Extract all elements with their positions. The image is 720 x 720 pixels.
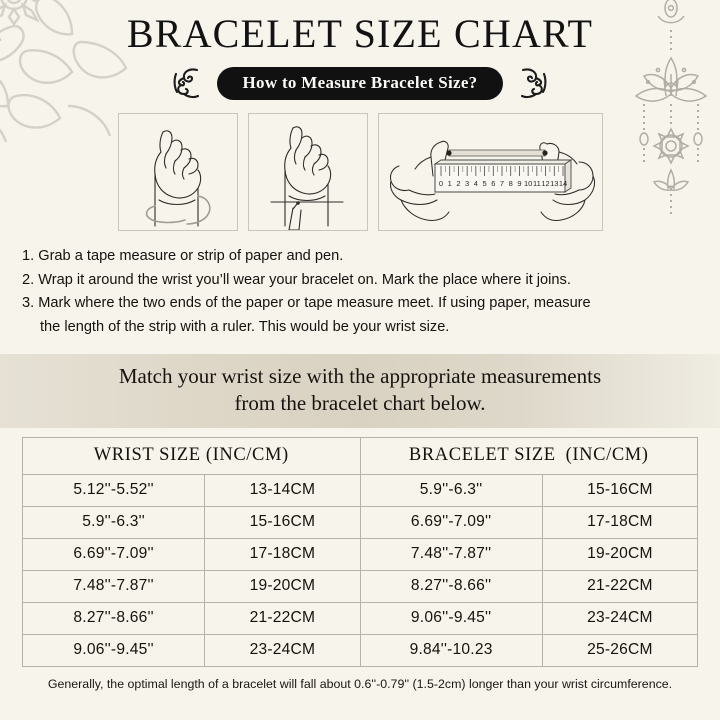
header-bracelet-size-label: BRACELET SIZE [408,445,556,466]
cell-wrist-cm: 23-24CM [204,634,361,668]
ruler-tick-label: 5 [482,179,486,188]
ruler-tick-label: 10 [524,179,532,188]
header-wrist-size: WRIST SIZE (INC/CM) [22,437,361,476]
table-row: 7.48''-7.87'' 19-20CM 8.27''-8.66'' 21-22CM [21,570,699,604]
ruler-tick-label: 11 [533,179,541,188]
ruler-tick-label: 4 [474,179,478,188]
header-bracelet-size-unit: (INC/CM) [565,445,649,466]
ruler-tick-label: 8 [509,179,513,188]
instruction-step-2: 2. Wrap it around the wrist you’ll wear … [22,271,571,288]
table-row: 8.27''-8.66'' 21-22CM 9.06''-9.45'' 23-24CM [21,602,699,636]
table-header-row: WRIST SIZE (INC/CM) BRACELET SIZE (INC/CM… [22,437,698,476]
cell-wrist-cm: 21-22CM [204,602,361,636]
illustration-panels: 0 1 2 3 4 5 6 7 8 9 10 11 12 13 14 [0,113,720,231]
page-title: BRACELET SIZE CHART [126,11,594,56]
hands-ruler-measure-icon: 0 1 2 3 4 5 6 7 8 9 10 11 12 13 14 [389,140,596,222]
cell-bracelet-cm: 19-20CM [541,538,699,572]
bracelet-size-table: WRIST SIZE (INC/CM) BRACELET SIZE (INC/CM… [21,437,699,668]
cell-wrist-inch: 6.69''-7.09'' [21,538,206,572]
panel-mark-pen [247,113,368,231]
ruler-tick-label: 3 [465,179,469,188]
instructions-list: 1. Grab a tape measure or strip of paper… [0,245,720,340]
table-row: 5.12''-5.52'' 13-14CM 5.9''-6.3'' 15-16CM [21,474,699,508]
header-bracelet-size: BRACELET SIZE (INC/CM) [359,437,698,476]
hand-wrist-tape-wrap-icon [145,130,210,227]
instruction-step-3-cont: the length of the strip with a ruler. Th… [40,318,450,335]
ruler-tick-label: 9 [517,179,521,188]
cell-bracelet-cm: 21-22CM [541,570,699,604]
table-row: 5.9''-6.3'' 15-16CM 6.69''-7.09'' 17-18CM [21,506,699,540]
header: BRACELET SIZE CHART How to Measure Brace… [0,0,720,101]
cell-wrist-inch: 7.48''-7.87'' [21,570,206,604]
ruler-tick-label: 13 [550,179,558,188]
cell-bracelet-inch: 9.06''-9.45'' [359,602,543,636]
cell-wrist-cm: 13-14CM [204,474,361,508]
cell-wrist-inch: 5.9''-6.3'' [21,506,206,540]
ruler-tick-label: 1 [448,179,452,188]
match-band-line-2: from the bracelet chart below. [234,390,486,415]
ruler-tick-label: 0 [439,179,443,188]
ruler-ticks [440,166,564,176]
hand-wrist-pen-mark-icon [269,126,344,230]
ruler-tick-label: 14 [559,179,567,188]
cell-bracelet-cm: 25-26CM [541,634,699,668]
ruler-tick-label: 6 [491,179,495,188]
cell-wrist-inch: 9.06''-9.45'' [21,634,206,668]
instruction-step-1: 1. Grab a tape measure or strip of paper… [22,248,344,264]
swirl-flourish-icon [521,68,547,99]
ruler-tick-label: 7 [500,179,504,188]
cell-bracelet-inch: 5.9''-6.3'' [359,474,543,508]
match-band-line-1: Match your wrist size with the appropria… [118,363,602,388]
footer-note: Generally, the optimal length of a brace… [47,677,673,692]
cell-bracelet-inch: 6.69''-7.09'' [359,506,543,540]
cell-wrist-inch: 5.12''-5.52'' [21,474,206,508]
cell-wrist-inch: 8.27''-8.66'' [21,602,206,636]
table-row: 9.06''-9.45'' 23-24CM 9.84''-10.23 25-26CM [21,634,699,668]
table-row: 6.69''-7.09'' 17-18CM 7.48''-7.87'' 19-20CM [21,538,699,572]
panel-wrap-tape [117,113,238,231]
cell-bracelet-inch: 8.27''-8.66'' [359,570,543,604]
ruler-tick-label: 12 [541,179,549,188]
panel-ruler-measure: 0 1 2 3 4 5 6 7 8 9 10 11 12 13 14 [377,113,603,231]
cell-bracelet-cm: 23-24CM [541,602,699,636]
size-table-container: WRIST SIZE (INC/CM) BRACELET SIZE (INC/CM… [0,428,720,668]
ruler-tick-label: 2 [456,179,460,188]
badge-row: How to Measure Bracelet Size? [0,65,720,101]
cell-wrist-cm: 19-20CM [204,570,361,604]
cell-bracelet-inch: 9.84''-10.23 [359,634,543,668]
cell-wrist-cm: 15-16CM [204,506,361,540]
instruction-step-3: 3. Mark where the two ends of the paper … [22,295,591,312]
cell-wrist-cm: 17-18CM [204,538,361,572]
ruler-tick-labels: 0 1 2 3 4 5 6 7 8 9 10 11 12 13 14 [439,179,567,188]
cell-bracelet-cm: 17-18CM [541,506,699,540]
swirl-flourish-icon [173,68,199,99]
cell-bracelet-cm: 15-16CM [541,474,699,508]
match-instruction-band: Match your wrist size with the appropria… [0,353,720,429]
cell-bracelet-inch: 7.48''-7.87'' [359,538,543,572]
how-to-measure-badge[interactable]: How to Measure Bracelet Size? [216,66,504,100]
